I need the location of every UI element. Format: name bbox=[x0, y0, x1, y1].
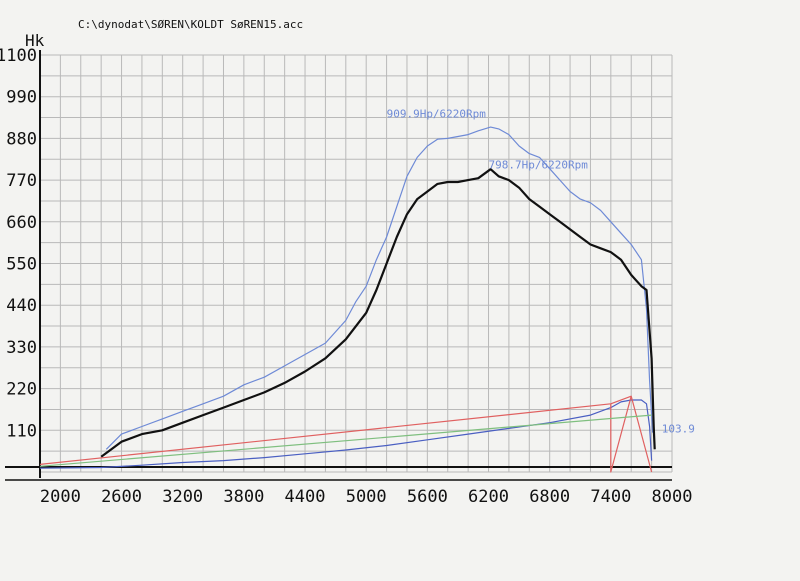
x-tick-label: 7400 bbox=[590, 487, 631, 507]
y-tick-label: 880 bbox=[6, 129, 37, 149]
x-tick-label: 3800 bbox=[223, 487, 264, 507]
x-tick-label: 5600 bbox=[407, 487, 448, 507]
series-line-green_ramp bbox=[39, 414, 652, 467]
x-tick-label: 6200 bbox=[468, 487, 509, 507]
x-tick-label: 2600 bbox=[101, 487, 142, 507]
file-path: C:\dynodat\SØREN\KOLDT SøREN15.acc bbox=[78, 18, 303, 31]
y-tick-label: 220 bbox=[6, 380, 37, 400]
x-tick-label: 6800 bbox=[529, 487, 570, 507]
y-tick-label: 990 bbox=[6, 88, 37, 108]
y-tick-label: 550 bbox=[6, 255, 37, 275]
y-tick-labels: 110 220 330 440 550 660 770 880 990 1100 bbox=[0, 46, 37, 441]
y-tick-label: 660 bbox=[6, 213, 37, 233]
grid bbox=[39, 54, 673, 473]
y-tick-label: 330 bbox=[6, 338, 37, 358]
x-tick-label: 3200 bbox=[162, 487, 203, 507]
annotation-label: 909.9Hp/6220Rpm bbox=[387, 108, 487, 121]
series-line-wheel_hp bbox=[105, 126, 654, 450]
x-tick-labels: 2000 2600 3200 3800 4400 5000 5600 6200 6800 7400… bbox=[40, 487, 693, 507]
series-group bbox=[39, 126, 656, 473]
annotations: 909.9Hp/6220Rpm 798.7Hp/6220Rpm 103.9 bbox=[387, 108, 695, 436]
y-axis-unit-label: Hk bbox=[25, 31, 45, 50]
y-tick-label: 1100 bbox=[0, 46, 37, 66]
annotation-label: 103.9 bbox=[662, 423, 695, 436]
y-tick-label: 440 bbox=[6, 296, 37, 316]
x-tick-label: 4400 bbox=[285, 487, 326, 507]
x-tick-label: 2000 bbox=[40, 487, 81, 507]
y-tick-label: 770 bbox=[6, 171, 37, 191]
x-tick-label: 5000 bbox=[346, 487, 387, 507]
series-line-loss bbox=[39, 399, 653, 469]
y-tick-label: 110 bbox=[6, 421, 37, 441]
annotation-label: 798.7Hp/6220Rpm bbox=[489, 159, 589, 172]
x-tick-label: 8000 bbox=[652, 487, 693, 507]
series-line-engine_hp bbox=[100, 168, 656, 458]
series-line-red_ramp bbox=[39, 395, 653, 473]
